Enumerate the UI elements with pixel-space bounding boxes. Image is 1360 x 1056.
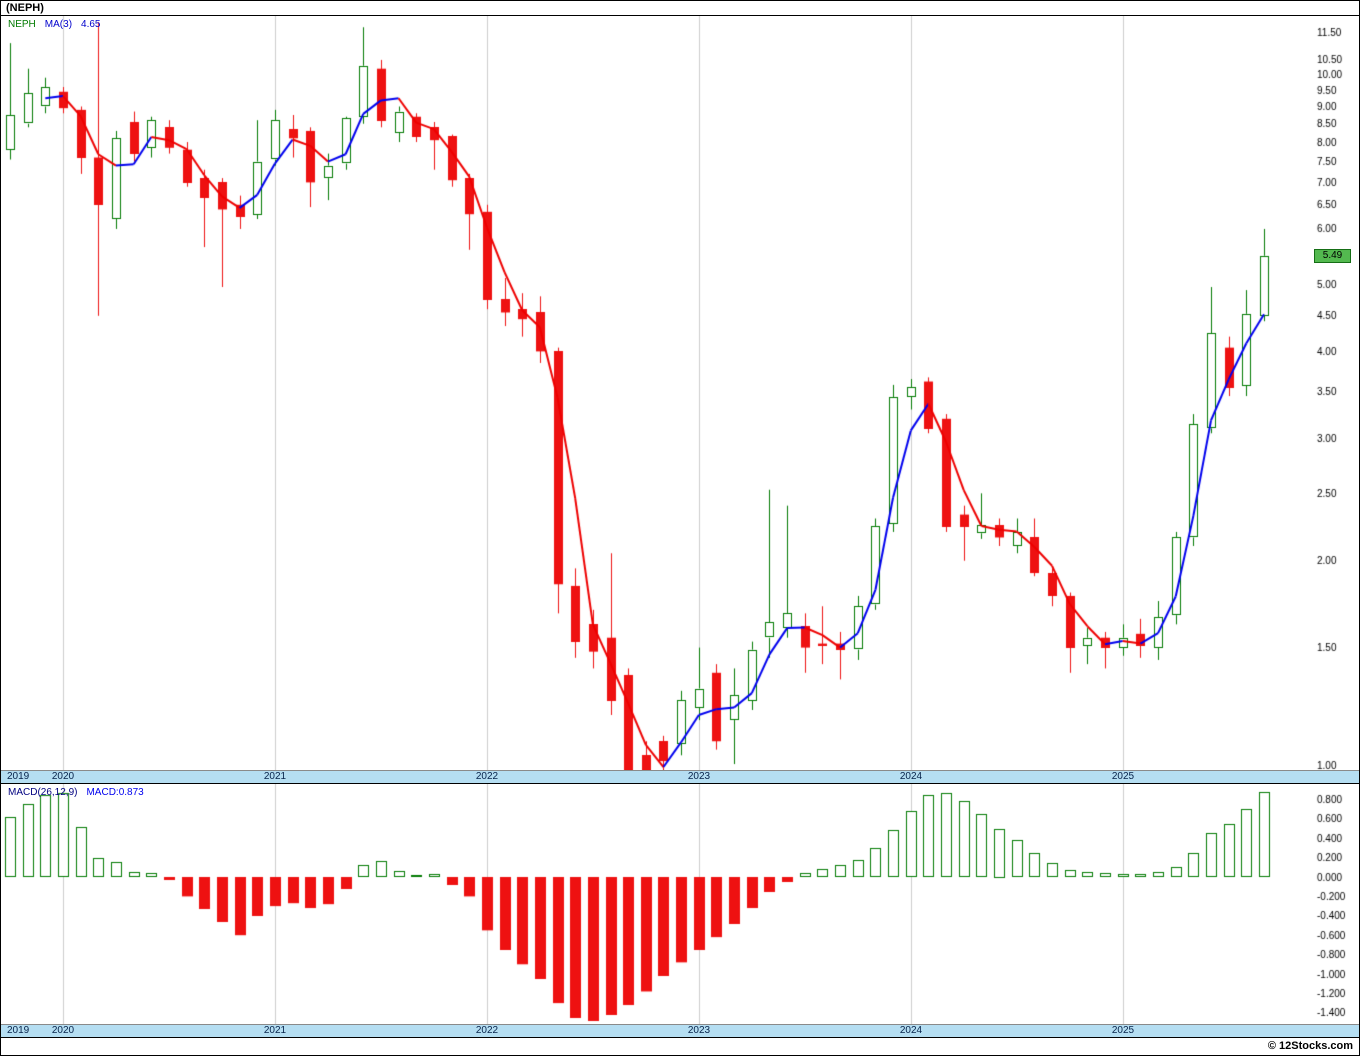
macd-legend: MACD(26,12,9) MACD:0.873 xyxy=(8,787,153,798)
symbol-label: NEPH xyxy=(8,19,36,30)
macd-panel: MACD(26,12,9) MACD:0.873 xyxy=(1,784,1359,1024)
footer-bar: © 12Stocks.com xyxy=(1,1038,1359,1055)
year-label-2022: 2022 xyxy=(475,771,499,782)
year-label-2021: 2021 xyxy=(263,1025,287,1036)
year-label-2023: 2023 xyxy=(687,771,711,782)
last-price-tag: 5.49 xyxy=(1314,249,1351,263)
macd-indicator-label: MACD(26,12,9) xyxy=(8,787,78,798)
year-label-2022: 2022 xyxy=(475,1025,499,1036)
page-title: (NEPH) xyxy=(6,2,44,14)
year-label-2019: 2019 xyxy=(7,1025,30,1036)
year-label-2021: 2021 xyxy=(263,771,287,782)
year-label-2023: 2023 xyxy=(687,1025,711,1036)
price-chart-canvas xyxy=(1,16,1359,770)
year-label-2024: 2024 xyxy=(899,771,923,782)
year-label-2025: 2025 xyxy=(1111,771,1135,782)
title-bar: (NEPH) xyxy=(1,1,1359,16)
price-panel: NEPH MA(3) 4.65 5.49 xyxy=(1,16,1359,770)
price-legend: NEPH MA(3) 4.65 xyxy=(8,19,110,30)
macd-chart-canvas xyxy=(1,784,1359,1024)
x-axis-band-price: 2019 2020 2021 2022 2023 2024 2025 xyxy=(1,770,1359,784)
copyright-label: © 12Stocks.com xyxy=(1267,1040,1353,1052)
year-label-2024: 2024 xyxy=(899,1025,923,1036)
ma-label: MA(3) xyxy=(44,19,73,30)
x-axis-band-macd: 2019 2020 2021 2022 2023 2024 2025 xyxy=(1,1024,1359,1038)
macd-value-label: MACD:0.873 xyxy=(86,787,144,798)
year-label-2020: 2020 xyxy=(51,771,75,782)
year-label-2025: 2025 xyxy=(1111,1025,1135,1036)
year-label-2019: 2019 xyxy=(7,771,30,782)
year-label-2020: 2020 xyxy=(51,1025,75,1036)
ma-value: 4.65 xyxy=(81,19,101,30)
